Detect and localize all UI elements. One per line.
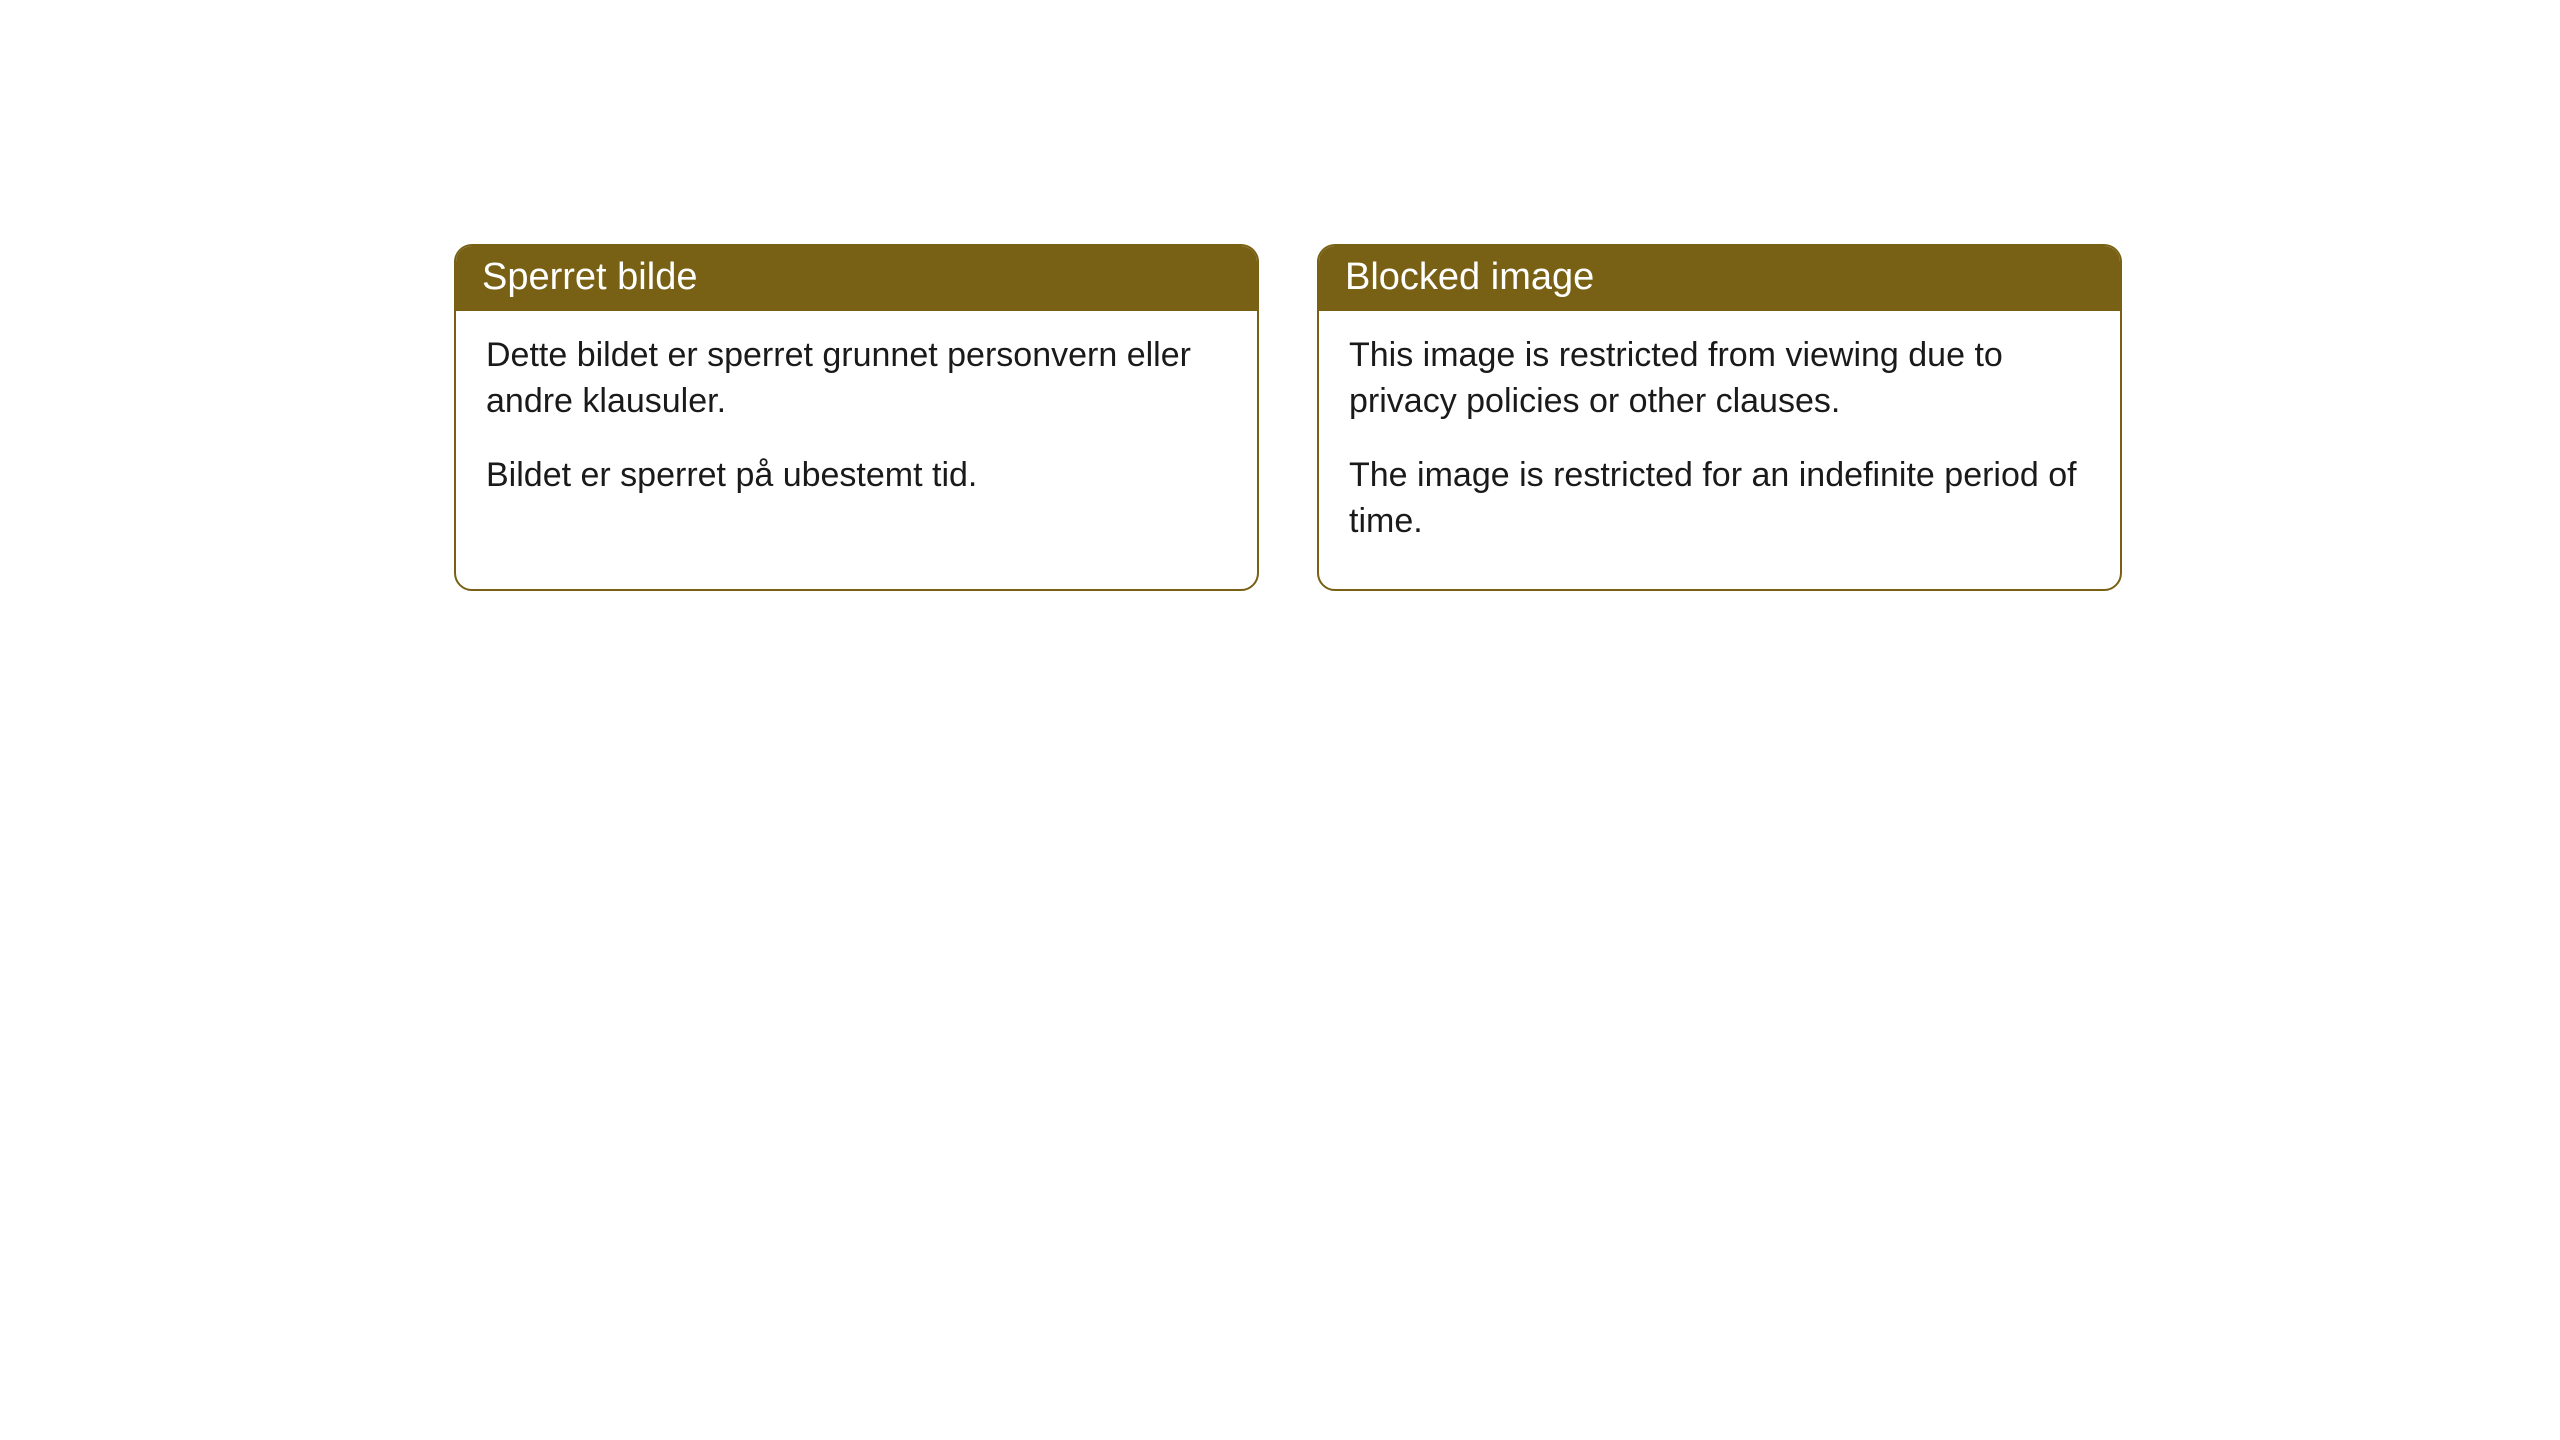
notice-text-norwegian-1: Dette bildet er sperret grunnet personve…: [486, 333, 1227, 425]
notice-body-english: This image is restricted from viewing du…: [1319, 311, 2120, 589]
notice-text-english-2: The image is restricted for an indefinit…: [1349, 453, 2090, 545]
notice-text-english-1: This image is restricted from viewing du…: [1349, 333, 2090, 425]
notice-header-english: Blocked image: [1319, 246, 2120, 311]
notice-container: Sperret bilde Dette bildet er sperret gr…: [0, 0, 2560, 591]
notice-text-norwegian-2: Bildet er sperret på ubestemt tid.: [486, 453, 1227, 499]
notice-card-english: Blocked image This image is restricted f…: [1317, 244, 2122, 591]
notice-card-norwegian: Sperret bilde Dette bildet er sperret gr…: [454, 244, 1259, 591]
notice-body-norwegian: Dette bildet er sperret grunnet personve…: [456, 311, 1257, 543]
notice-header-norwegian: Sperret bilde: [456, 246, 1257, 311]
